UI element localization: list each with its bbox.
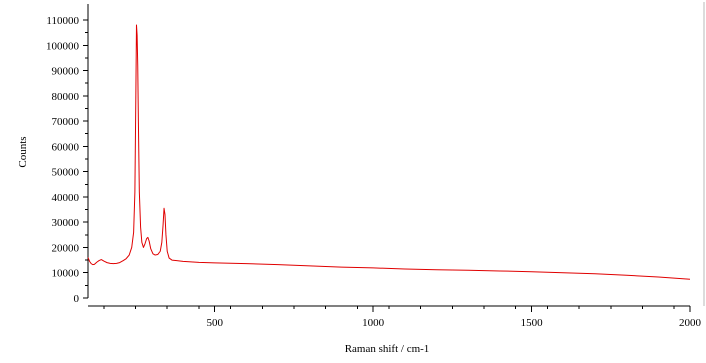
- y-tick-label: 10000: [52, 268, 80, 280]
- y-tick-label: 90000: [52, 66, 80, 78]
- y-tick-label: 30000: [52, 217, 80, 229]
- y-tick-label: 0: [74, 293, 80, 305]
- y-tick-label: 70000: [52, 116, 80, 128]
- y-tick-label: 20000: [52, 242, 80, 254]
- y-tick-label: 110000: [46, 15, 79, 27]
- x-ticks: 500 1000 1500 2000: [103, 306, 702, 329]
- spectrum-line: [87, 24, 691, 280]
- y-ticks: 0 10000 20000 30000 40000 50000 60000 70000 8000…: [46, 15, 88, 305]
- x-tick-label: 500: [206, 317, 223, 329]
- y-tick-label: 60000: [52, 141, 80, 153]
- y-tick-label: 50000: [52, 167, 80, 179]
- y-tick-label: 100000: [46, 40, 80, 52]
- x-tick-label: 1500: [521, 317, 544, 329]
- x-tick-label: 1000: [362, 317, 385, 329]
- y-tick-label: 40000: [52, 192, 80, 204]
- x-axis-label: Raman shift / cm-1: [345, 343, 430, 355]
- x-tick-label: 2000: [679, 317, 702, 329]
- y-tick-label: 80000: [52, 91, 80, 103]
- y-axis-label: Counts: [17, 136, 29, 167]
